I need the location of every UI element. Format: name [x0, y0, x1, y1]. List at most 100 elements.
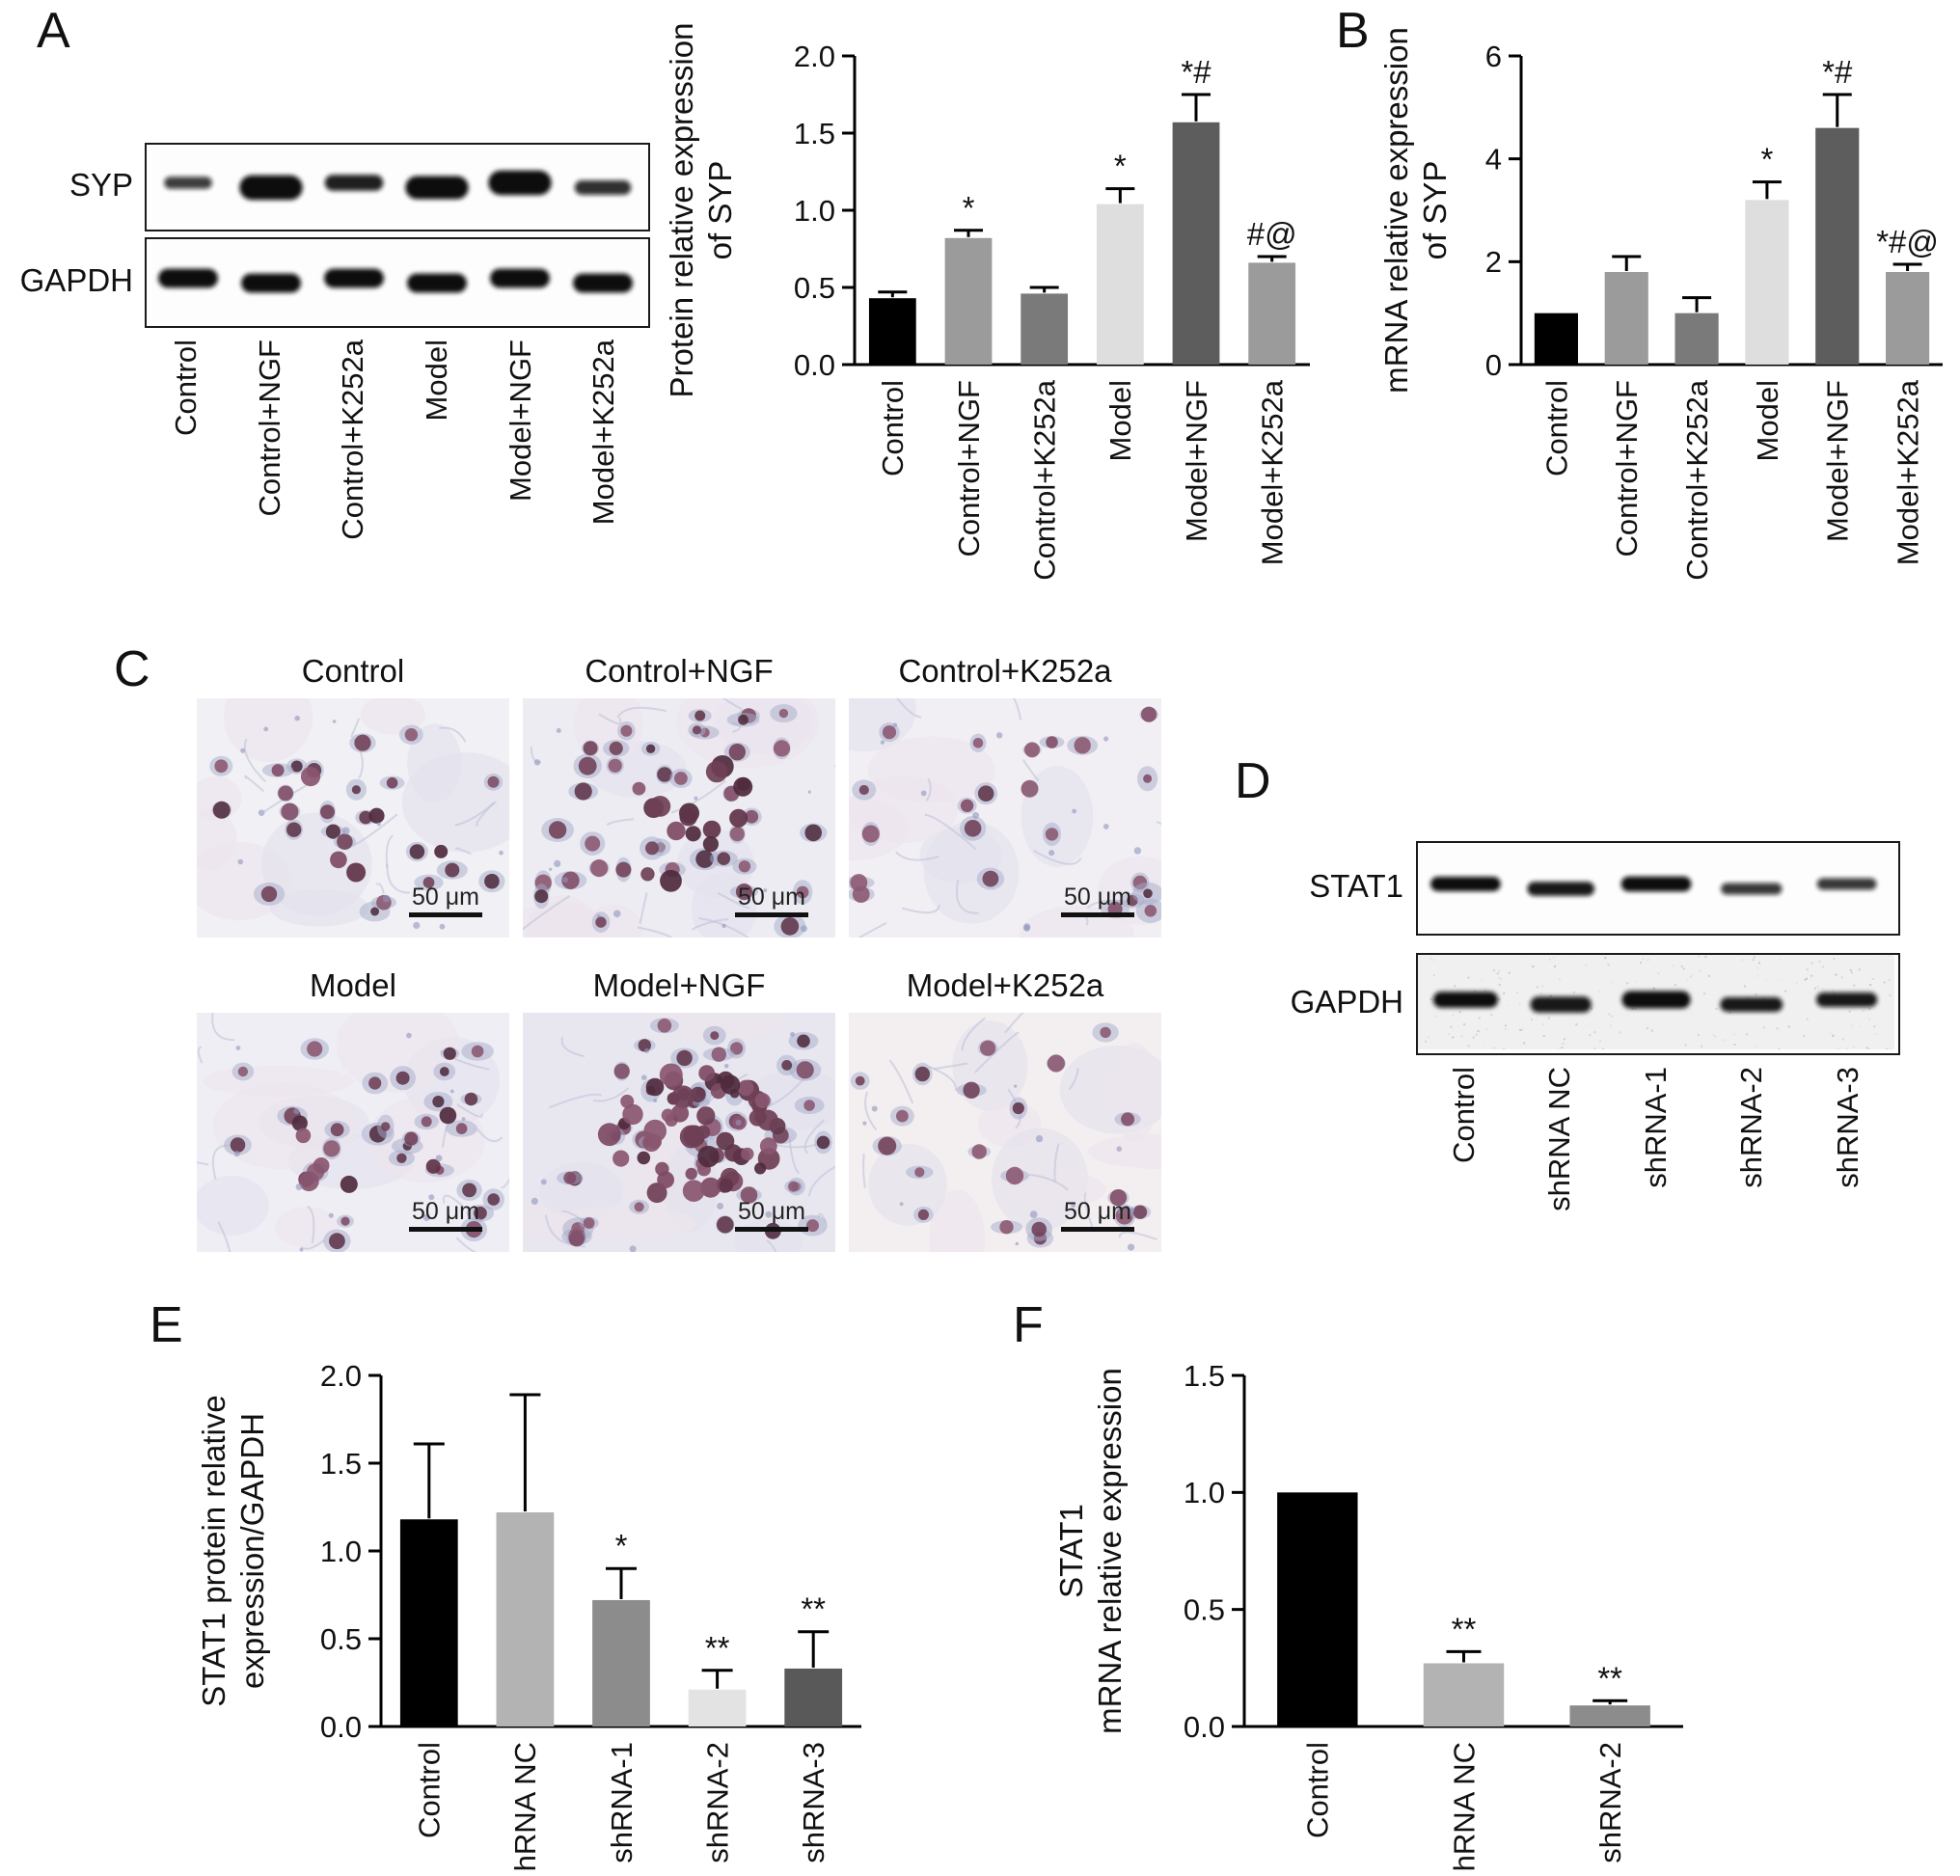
- panel-letter-c: C: [114, 644, 150, 694]
- protein-band: [1721, 884, 1782, 895]
- significance-annotation: *: [1114, 149, 1127, 184]
- bar-Model+K252a: [1886, 272, 1929, 365]
- lane-label: shRNA-1: [1641, 1067, 1673, 1188]
- x-tick-label: Model: [1751, 380, 1784, 461]
- x-tick-label: shRNA-2: [1593, 1742, 1627, 1863]
- x-tick-label: Model+K252a: [1891, 379, 1924, 565]
- y-tick-label: 4: [1485, 143, 1502, 177]
- x-tick-label: shRNA NC: [508, 1742, 542, 1871]
- lane-label: shRNA NC: [1544, 1067, 1576, 1211]
- protein-band: [575, 180, 631, 195]
- lane-label: Control+K252a: [338, 340, 369, 540]
- protein-band: [239, 176, 302, 201]
- bar-shRNA-2: [1569, 1705, 1649, 1726]
- x-tick-label: shRNA-2: [700, 1742, 734, 1863]
- significance-annotation: *: [1760, 142, 1773, 177]
- y-axis-label: mRNA relative expression: [1092, 1368, 1128, 1734]
- microscopy-control-ngf: 50 μm: [523, 698, 835, 938]
- lane-label-cell: Control: [145, 340, 229, 619]
- y-tick-label: 0.5: [1184, 1593, 1225, 1627]
- blot-row-label-gapdh-d: GAPDH: [1239, 983, 1403, 1021]
- protein-band: [407, 274, 467, 293]
- scale-bar-label: 50 μm: [738, 884, 805, 911]
- significance-annotation: **: [705, 1630, 730, 1666]
- blot-row-label-gapdh-a: GAPDH: [0, 261, 133, 300]
- protein-band: [324, 269, 384, 288]
- protein-band: [158, 269, 218, 288]
- y-tick-label: 2.0: [794, 40, 835, 73]
- microscopy-model-ngf: 50 μm: [523, 1013, 835, 1252]
- x-tick-label: shRNA NC: [1447, 1742, 1481, 1871]
- y-axis-label: mRNA relative expression: [1378, 27, 1414, 394]
- lane-label-cell: Model+NGF: [479, 340, 563, 619]
- lane-label-cell: Control: [1416, 1067, 1512, 1293]
- y-tick-label: 1.0: [320, 1535, 362, 1568]
- x-tick-label: shRNA-3: [797, 1742, 830, 1863]
- significance-annotation: *: [963, 190, 975, 226]
- bar-Model: [1745, 200, 1788, 365]
- protein-band: [490, 269, 550, 288]
- protein-band: [1621, 992, 1690, 1009]
- y-tick-label: 0.5: [320, 1622, 362, 1656]
- scale-bar: [735, 912, 808, 917]
- x-tick-label: shRNA-1: [605, 1742, 639, 1863]
- micro-title-model-k252a: Model+K252a: [849, 966, 1161, 1005]
- significance-annotation: #@: [1247, 216, 1297, 252]
- lane-label: Model: [422, 340, 453, 421]
- microscopy-photo: 50 μm: [523, 698, 835, 938]
- bar-Model: [1097, 204, 1144, 365]
- scale-bar: [409, 1227, 482, 1232]
- scale-bar: [735, 1227, 808, 1232]
- scale-bar-label: 50 μm: [1064, 884, 1131, 911]
- lane-label: Control: [171, 340, 203, 436]
- protein-band: [1720, 997, 1783, 1012]
- microscopy-photo: 50 μm: [197, 698, 509, 938]
- microscopy-photo: 50 μm: [523, 1013, 835, 1252]
- western-blot-syp: [145, 143, 650, 231]
- blot-strip: [147, 145, 644, 226]
- y-tick-label: 0.0: [1184, 1710, 1225, 1744]
- scale-bar-label: 50 μm: [1064, 1198, 1131, 1225]
- lane-label: Control+NGF: [255, 340, 286, 516]
- bar-Control+NGF: [1605, 272, 1648, 365]
- panel-letter-b: B: [1336, 6, 1370, 56]
- y-tick-label: 2.0: [320, 1359, 362, 1393]
- significance-annotation: *: [615, 1528, 628, 1563]
- x-tick-label: Model+K252a: [1256, 379, 1290, 565]
- bar-Control: [1535, 313, 1578, 365]
- panel-letter-d: D: [1235, 756, 1271, 806]
- scale-bar-label: 50 μm: [412, 884, 479, 911]
- protein-band: [405, 177, 468, 200]
- protein-band: [573, 274, 633, 293]
- scale-bar: [409, 912, 482, 917]
- panel-letter-e: E: [150, 1300, 183, 1350]
- y-tick-label: 0: [1485, 348, 1502, 382]
- protein-band: [1527, 882, 1594, 895]
- x-tick-label: Model: [1103, 380, 1137, 461]
- micro-title-control-ngf: Control+NGF: [523, 652, 835, 691]
- bar-shRNA-2: [689, 1690, 747, 1726]
- x-tick-label: Control: [1539, 380, 1573, 476]
- y-axis-label: STAT1 protein relative: [198, 1395, 231, 1706]
- significance-annotation: **: [1452, 1611, 1477, 1646]
- bar-shRNA NC: [1424, 1663, 1504, 1726]
- y-tick-label: 1.0: [1184, 1476, 1225, 1509]
- blot-a-lane-labels: Control Control+NGF Control+K252a Model Mode…: [145, 340, 646, 619]
- blot-row-label-syp: SYP: [0, 166, 133, 204]
- y-tick-label: 1.0: [794, 194, 835, 228]
- protein-band: [488, 171, 551, 196]
- bar-shRNA-3: [784, 1669, 842, 1726]
- microscopy-photo: 50 μm: [849, 1013, 1161, 1252]
- protein-band: [1531, 996, 1592, 1013]
- y-axis-label: expression/GAPDH: [234, 1413, 270, 1689]
- western-blot-gapdh-a: [145, 237, 650, 328]
- protein-band: [1817, 879, 1877, 890]
- y-tick-label: 0.0: [794, 348, 835, 382]
- significance-annotation: *#: [1822, 54, 1853, 90]
